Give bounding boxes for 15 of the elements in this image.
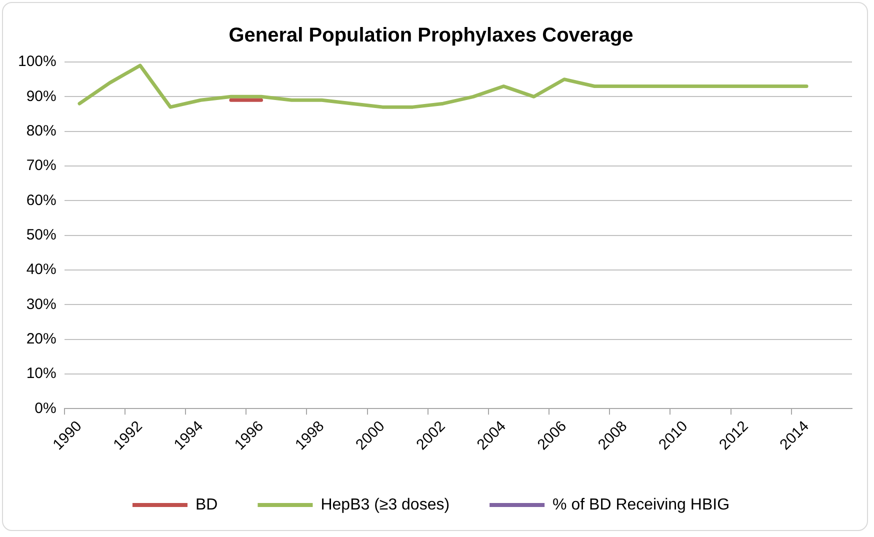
y-tick-label: 50% [26, 226, 56, 244]
y-tick-label: 10% [26, 365, 56, 382]
y-tick-label: 20% [26, 330, 56, 348]
y-tick-label: 80% [26, 122, 56, 140]
y-tick-label: 0% [34, 400, 56, 417]
legend-label: HepB3 (≥3 doses) [320, 496, 450, 514]
legend-label: BD [195, 496, 218, 514]
y-tick-label: 60% [26, 192, 56, 209]
y-tick-label: 30% [26, 296, 56, 313]
legend-label: % of BD Receiving HBIG [552, 496, 730, 514]
y-tick-label: 70% [26, 157, 56, 174]
chart-title: General Population Prophylaxes Coverage [228, 24, 634, 47]
y-tick-label: 40% [26, 261, 56, 278]
y-tick-label: 100% [18, 53, 56, 70]
y-tick-label: 90% [26, 88, 56, 105]
